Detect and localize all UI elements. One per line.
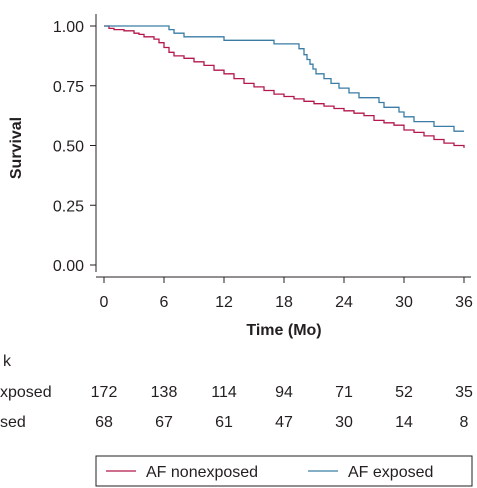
risk-row-label-exposed: sed: [0, 414, 26, 431]
x-tick-label: 6: [160, 294, 169, 311]
risk-table-title: k: [3, 353, 12, 370]
risk-values: 172 138 114 94 71 52 35 68 67 61 47 30 14 8: [91, 384, 473, 431]
y-tick-label: 0.00: [53, 258, 84, 275]
series-line-exposed: [104, 25, 464, 132]
risk-value: 138: [151, 384, 178, 401]
x-ticks: 0 6 12 18 24 30 36: [100, 277, 473, 311]
risk-value: 172: [91, 384, 118, 401]
x-tick-label: 18: [275, 294, 293, 311]
risk-value: 14: [395, 414, 413, 431]
x-tick-label: 30: [395, 294, 413, 311]
risk-value: 8: [460, 414, 469, 431]
x-tick-label: 36: [455, 294, 473, 311]
legend: AF nonexposed AF exposed: [95, 455, 473, 487]
y-ticks: 0.00 0.25 0.50 0.75 1.00: [53, 19, 96, 275]
risk-value: 67: [155, 414, 173, 431]
risk-value: 47: [275, 414, 293, 431]
y-tick-label: 0.75: [53, 79, 84, 96]
risk-table: k xposed sed 172 138 114 94 71 52 35 68 67 61 47 30…: [0, 353, 473, 431]
risk-value: 114: [211, 384, 237, 401]
risk-value: 94: [275, 384, 293, 401]
risk-value: 71: [335, 384, 353, 401]
series-line-nonexposed: [104, 25, 465, 148]
legend-label-exposed: AF exposed: [348, 464, 433, 481]
series-layer: [104, 25, 465, 148]
legend-box: [95, 455, 473, 487]
risk-value: 68: [95, 414, 113, 431]
y-tick-label: 0.50: [53, 139, 84, 156]
y-axis-title: Survival: [8, 117, 25, 179]
y-tick-label: 0.25: [53, 198, 84, 215]
y-tick-label: 1.00: [53, 19, 84, 36]
x-axis-title: Time (Mo): [246, 322, 321, 339]
legend-label-nonexposed: AF nonexposed: [146, 464, 258, 481]
risk-value: 35: [455, 384, 473, 401]
x-tick-label: 0: [100, 294, 109, 311]
risk-value: 61: [215, 414, 233, 431]
x-tick-label: 12: [215, 294, 233, 311]
risk-value: 30: [335, 414, 353, 431]
risk-value: 52: [395, 384, 413, 401]
x-tick-label: 24: [335, 294, 353, 311]
risk-row-label-nonexposed: xposed: [0, 384, 52, 401]
